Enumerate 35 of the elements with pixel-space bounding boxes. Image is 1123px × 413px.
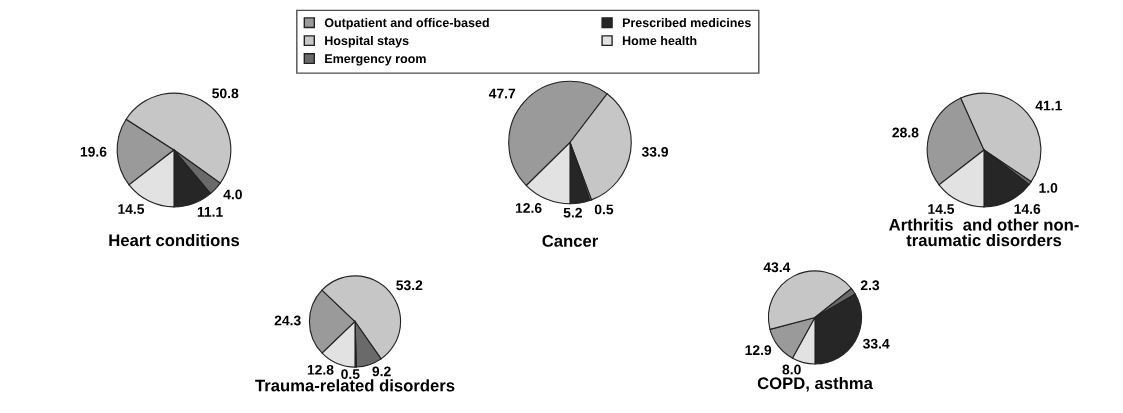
data-label: 41.1 <box>1035 100 1062 111</box>
data-label: 33.4 <box>862 338 890 349</box>
data-label: 43.4 <box>763 262 791 273</box>
text: Cancer <box>542 235 598 247</box>
data-label: 47.7 <box>488 88 516 99</box>
data-label: 24.3 <box>274 315 301 326</box>
legend-label: Prescribed medicines <box>622 17 751 28</box>
legend-label: Home health <box>622 35 697 46</box>
text: COPD, asthma <box>757 376 873 392</box>
data-label: 12.6 <box>515 203 542 213</box>
legend-label: Outpatient and office-based <box>324 17 489 30</box>
data-label: 14.6 <box>1014 204 1041 214</box>
text: Arthritis and other non- traumatic disorders <box>889 218 1079 247</box>
data-label: 12.8 <box>307 364 334 375</box>
data-label: 33.9 <box>641 146 669 157</box>
data-label: 0.5 <box>594 204 614 215</box>
data-label: 53.2 <box>396 280 423 291</box>
data-label: 0.5 <box>341 369 360 380</box>
data-label: 4.0 <box>223 189 242 200</box>
data-label: 50.8 <box>212 88 239 99</box>
data-label: 1.0 <box>1039 182 1058 193</box>
data-label: 28.8 <box>892 127 919 138</box>
data-label: 14.5 <box>118 204 145 214</box>
data-label: 19.6 <box>80 146 107 157</box>
data-label: 2.3 <box>860 280 880 291</box>
data-label: 9.2 <box>372 366 391 377</box>
text: Trauma-related disorders <box>255 379 455 392</box>
data-label: 14.5 <box>928 204 955 214</box>
data-label: 5.2 <box>563 207 582 218</box>
data-label: 12.9 <box>745 345 772 356</box>
legend-label: Hospital stays <box>325 35 409 48</box>
data-label: 8.0 <box>782 364 801 375</box>
data-label: 11.1 <box>197 207 223 217</box>
text: Heart conditions <box>109 233 240 247</box>
legend-label: Emergency room <box>325 54 426 66</box>
